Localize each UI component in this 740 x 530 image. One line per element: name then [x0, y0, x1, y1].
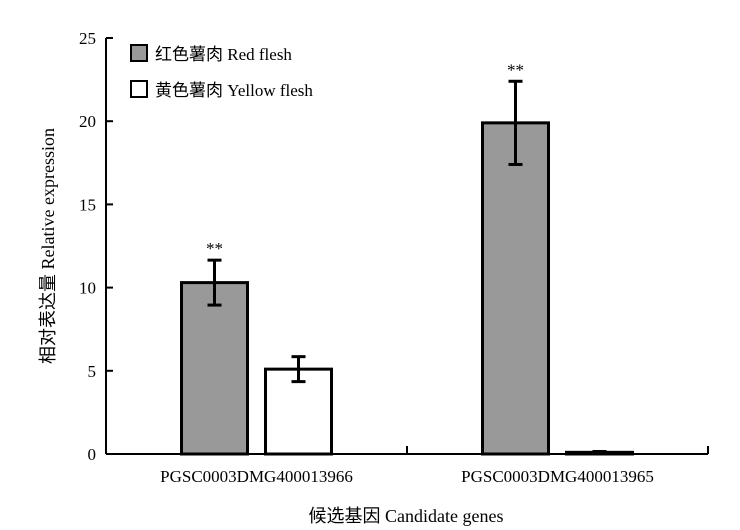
y-axis: 0 5 10 15 20 25 — [79, 29, 113, 464]
y-tick-label: 15 — [79, 195, 96, 214]
legend-swatch — [130, 44, 148, 62]
y-tick-label: 0 — [88, 445, 97, 464]
legend-label: 红色薯肉 Red flesh — [155, 45, 292, 64]
bar — [180, 281, 249, 456]
y-tick-label: 20 — [79, 112, 96, 131]
legend: 红色薯肉 Red flesh 黄色薯肉 Yellow flesh — [130, 44, 313, 100]
y-tick-label: 25 — [79, 29, 96, 48]
significance-label: ** — [206, 239, 223, 258]
bar — [481, 121, 550, 456]
x-axis-title: 候选基因 Candidate genes — [309, 506, 504, 526]
legend-swatch — [130, 80, 148, 98]
x-axis: PGSC0003DMG400013966 PGSC0003DMG400013965 — [106, 446, 709, 486]
x-tick-label: PGSC0003DMG400013965 — [461, 467, 654, 486]
y-tick-label: 5 — [88, 362, 97, 381]
bars: ** ** — [180, 60, 634, 456]
y-axis-title: 相对表达量 Relative expression — [38, 128, 58, 364]
significance-label: ** — [507, 60, 524, 79]
legend-label: 黄色薯肉 Yellow flesh — [155, 81, 313, 100]
x-tick-label: PGSC0003DMG400013966 — [160, 467, 353, 486]
y-tick-label: 10 — [79, 279, 96, 298]
